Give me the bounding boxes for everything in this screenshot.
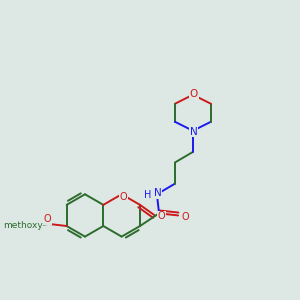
Text: O: O (181, 212, 189, 222)
Text: O: O (158, 212, 165, 221)
Text: O: O (44, 214, 52, 224)
Text: H: H (144, 190, 151, 200)
Text: methoxy: methoxy (3, 220, 43, 230)
Text: N: N (190, 127, 198, 137)
Text: O: O (120, 192, 128, 202)
Text: O: O (190, 89, 198, 99)
Text: N: N (154, 188, 162, 198)
